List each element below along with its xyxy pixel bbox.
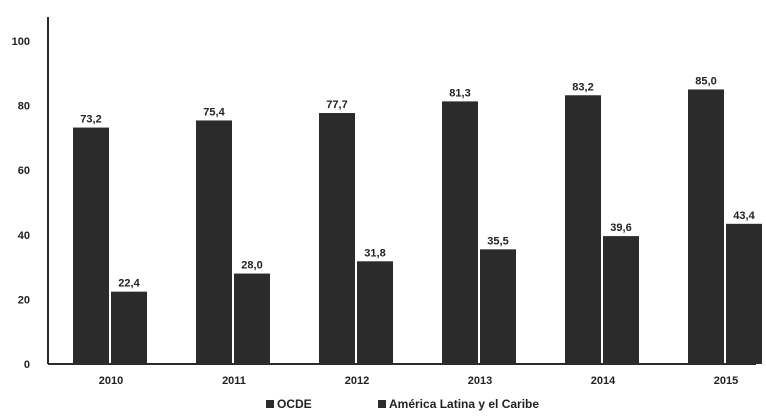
y-tick-label: 0 [24,359,30,371]
y-tick-label: 40 [18,230,30,242]
bar-alc-2015 [726,223,762,364]
data-label-ocde-2012: 77,7 [326,99,347,111]
y-axis: 0 20 40 60 80 100 [12,17,49,371]
data-label-ocde-2014: 83,2 [572,81,593,93]
x-tick-label: 2015 [714,375,738,387]
y-tick-label: 80 [18,101,30,113]
data-label-alc-2012: 31,8 [364,247,385,259]
data-label-ocde-2013: 81,3 [449,87,470,99]
bar-alc-2010 [111,291,147,364]
y-tick-label: 60 [18,165,30,177]
data-label-alc-2014: 39,6 [610,222,631,234]
y-tick-label: 20 [18,294,30,306]
x-tick-label: 2011 [222,375,246,387]
data-label-ocde-2010: 73,2 [80,114,101,126]
data-label-alc-2015: 43,4 [733,210,755,222]
y-tick-label: 100 [12,36,30,48]
bar-ocde-2015 [688,89,724,364]
bars [73,89,762,365]
bar-alc-2013 [480,249,516,364]
data-label-alc-2013: 35,5 [487,235,508,247]
bar-ocde-2012 [319,113,355,365]
bar-alc-2012 [357,261,393,364]
legend-label: OCDE [277,397,312,411]
x-axis: 2010 2011 2012 2013 2014 2015 [48,363,756,387]
bar-ocde-2010 [73,127,109,365]
bar-alc-2011 [234,273,270,364]
x-tick-label: 2012 [345,375,369,387]
bar-ocde-2011 [196,120,232,364]
data-label-ocde-2011: 75,4 [203,106,225,118]
data-label-ocde-2015: 85,0 [695,75,716,87]
data-labels: 73,2 22,4 75,4 28,0 77,7 31,8 81,3 35,5 83,2 39,6… [80,75,755,289]
legend-swatch [266,400,274,408]
legend: OCDE América Latina y el Caribe [266,397,539,411]
x-tick-label: 2013 [468,375,492,387]
data-label-alc-2010: 22,4 [118,278,140,290]
bar-ocde-2014 [565,95,601,364]
bar-ocde-2013 [442,101,478,364]
legend-label: América Latina y el Caribe [389,397,539,411]
data-label-alc-2011: 28,0 [241,260,262,272]
legend-swatch [378,400,386,408]
x-tick-label: 2014 [591,375,616,387]
bar-alc-2014 [603,236,639,364]
x-tick-label: 2010 [99,375,123,387]
